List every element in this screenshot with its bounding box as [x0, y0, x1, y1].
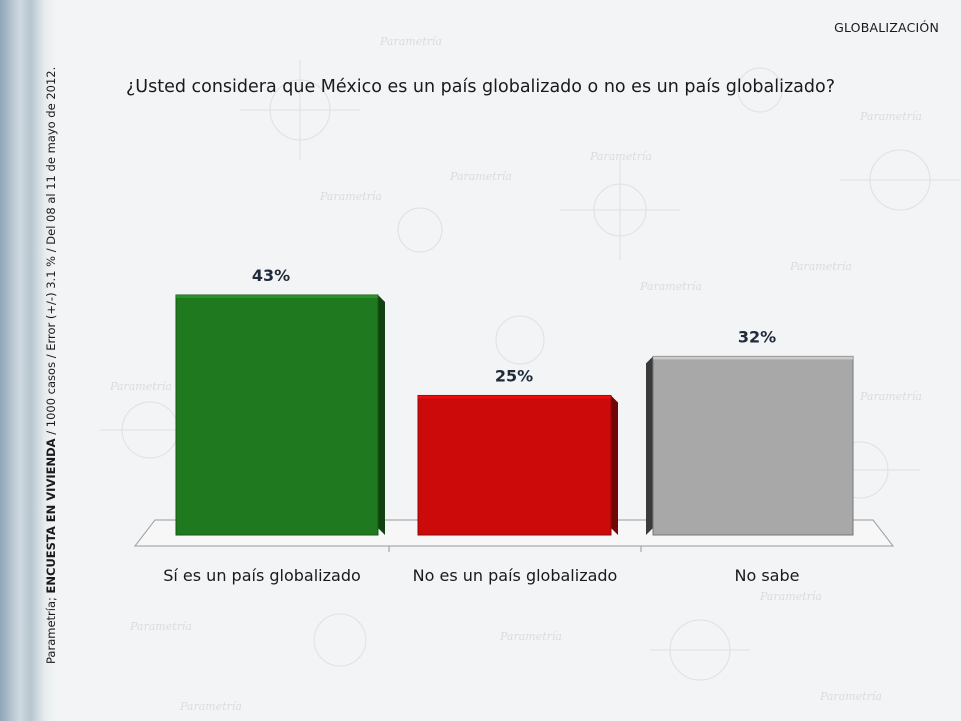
- bar-1: [417, 394, 612, 536]
- svg-text:Parametría: Parametría: [109, 380, 172, 393]
- bar-2: [652, 355, 854, 536]
- svg-text:Parametría: Parametría: [589, 150, 652, 163]
- svg-text:Parametría: Parametría: [499, 630, 562, 643]
- svg-text:Parametría: Parametría: [789, 260, 852, 273]
- x-tick-label: Sí es un país globalizado: [163, 566, 361, 585]
- left-decorative-strip: [0, 0, 56, 721]
- svg-text:Parametría: Parametría: [859, 390, 922, 403]
- x-tick-label: No es un país globalizado: [413, 566, 618, 585]
- svg-text:Parametría: Parametría: [179, 700, 242, 713]
- bar-value-label: 32%: [738, 327, 776, 346]
- svg-text:Parametría: Parametría: [759, 590, 822, 603]
- section-tag: GLOBALIZACIÓN: [834, 20, 939, 35]
- chart-question: ¿Usted considera que México es un país g…: [126, 77, 835, 97]
- svg-text:Parametría: Parametría: [639, 280, 702, 293]
- bar-highlight-0: [176, 295, 378, 298]
- svg-text:Parametría: Parametría: [319, 190, 382, 203]
- bar-0: [175, 294, 379, 536]
- svg-text:Parametría: Parametría: [859, 110, 922, 123]
- svg-text:Parametría: Parametría: [449, 170, 512, 183]
- bar-value-label: 25%: [495, 366, 533, 385]
- bar-side-2: [646, 356, 653, 535]
- bar-side-0: [378, 295, 385, 535]
- bar-highlight-1: [418, 395, 611, 399]
- svg-text:Parametría: Parametría: [819, 690, 882, 703]
- bar-highlight-2: [653, 356, 853, 360]
- bar-value-label: 43%: [252, 266, 290, 285]
- bar-side-1: [611, 395, 618, 535]
- svg-text:Parametría: Parametría: [379, 35, 442, 48]
- x-tick-label: No sabe: [735, 566, 800, 585]
- svg-text:Parametría: Parametría: [129, 620, 192, 633]
